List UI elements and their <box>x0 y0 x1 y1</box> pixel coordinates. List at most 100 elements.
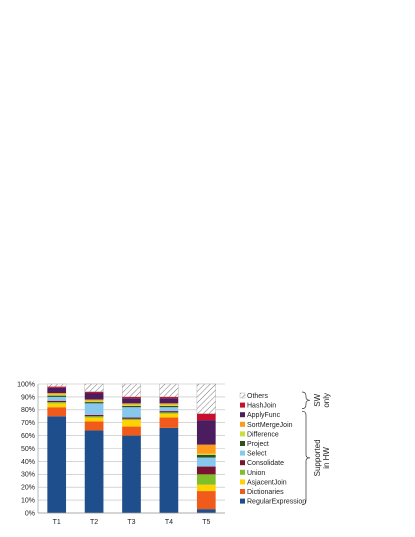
brace-label: SW <box>313 393 322 406</box>
bar-segment-sortmergejoin <box>122 403 141 405</box>
bar-segment-applyfunc <box>84 393 104 400</box>
legend-swatch <box>240 412 245 418</box>
brace-label: only <box>322 393 331 408</box>
y-tick-label: 30% <box>21 472 35 479</box>
bar-segment-union <box>122 418 141 421</box>
bar-segment-hashjoin <box>47 386 67 388</box>
y-tick-label: 50% <box>21 446 35 453</box>
bar-segment-sortmergejoin <box>84 399 104 401</box>
brace-label: Supported <box>313 439 322 476</box>
bar-segment-sortmergejoin <box>159 403 179 405</box>
y-tick-label: 60% <box>21 433 35 440</box>
bar-segment-regularexpression <box>122 435 141 513</box>
bar-segment-others <box>47 383 67 387</box>
bar-segment-regularexpression <box>159 427 179 513</box>
bar-segment-union <box>196 474 216 485</box>
bar-segment-hashjoin <box>122 396 141 399</box>
legend-entry-project: Project <box>247 441 269 448</box>
legend-swatch <box>240 479 245 485</box>
legend-entry-others: Others <box>247 393 269 400</box>
bar-segment-regularexpression <box>84 430 104 513</box>
legend-swatch <box>240 460 245 466</box>
legend-entry-consolidate: Consolidate <box>247 460 284 467</box>
legend-entry-hashjoin: HashJoin <box>247 403 276 410</box>
bar-segment-select <box>196 457 216 467</box>
legend-swatch <box>240 421 245 427</box>
bar-segment-others <box>159 383 179 398</box>
x-tick-label: T2 <box>90 519 98 526</box>
legend-swatch <box>239 392 246 399</box>
y-tick-label: 40% <box>21 459 35 466</box>
legend-swatch <box>240 450 245 456</box>
bar-segment-project <box>196 454 216 458</box>
bar-segment-project <box>122 405 141 408</box>
bar-segment-regularexpression <box>196 509 216 513</box>
legend-swatch <box>240 498 245 504</box>
legend-swatch <box>240 489 245 494</box>
bar-segment-difference <box>122 404 141 406</box>
bar-segment-hashjoin <box>159 396 179 399</box>
legend-entry-difference: Difference <box>247 431 279 438</box>
legend-entry-dictionaries: Dictionaries <box>247 489 284 496</box>
bar-segment-select <box>122 407 141 418</box>
legend-swatch <box>240 441 245 446</box>
bar-segment-sortmergejoin <box>47 393 67 395</box>
bar-segment-asjacentjoin <box>47 403 67 408</box>
legend-entry-regularexpression: RegularExpression <box>247 499 306 506</box>
legend-entry-select: Select <box>247 451 267 458</box>
bar-segment-difference <box>159 404 179 406</box>
bar-segment-others <box>122 383 142 398</box>
bar-segment-select <box>47 396 67 401</box>
bar-segment-dictionaries <box>47 407 67 417</box>
y-tick-label: 0% <box>25 510 35 517</box>
bar-segment-hashjoin <box>196 413 216 421</box>
bar-segment-difference <box>196 453 216 455</box>
bar-segment-project <box>84 402 104 404</box>
bar-segment-consolidate <box>196 466 216 475</box>
legend-entry-applyfunc: ApplyFunc <box>247 412 281 419</box>
legend-entry-union: Union <box>247 470 265 477</box>
y-tick-label: 10% <box>21 498 35 505</box>
legend-swatch <box>240 431 245 437</box>
x-tick-label: T1 <box>53 519 61 526</box>
bar-segment-dictionaries <box>159 417 179 428</box>
bar-segment-project <box>47 395 67 397</box>
x-tick-label: T4 <box>165 519 173 526</box>
bar-segment-applyfunc <box>122 398 141 404</box>
x-tick-label: T5 <box>202 519 210 526</box>
bar-segment-asjacentjoin <box>122 420 141 427</box>
bar-segment-asjacentjoin <box>159 413 179 418</box>
bar-segment-others <box>196 383 216 414</box>
y-tick-label: 70% <box>21 420 35 427</box>
bar-segment-hashjoin <box>84 391 104 394</box>
bar-segment-applyfunc <box>47 387 67 394</box>
bar-segment-dictionaries <box>84 421 104 431</box>
bar-segment-applyfunc <box>196 420 216 445</box>
bar-segment-union <box>159 412 179 414</box>
bar-segment-asjacentjoin <box>84 417 104 422</box>
bar-segment-dictionaries <box>122 426 141 436</box>
y-tick-label: 100% <box>17 381 35 388</box>
legend-swatch <box>240 402 245 408</box>
y-tick-label: 20% <box>21 485 35 492</box>
bar-segment-consolidate <box>122 417 141 419</box>
legend-swatch <box>240 469 245 475</box>
bars <box>47 383 216 513</box>
bar-segment-select <box>159 407 179 412</box>
bar-segment-union <box>47 402 67 404</box>
y-tick-label: 80% <box>21 407 35 414</box>
bar-segment-applyfunc <box>159 398 179 404</box>
brace-label: in HW <box>322 447 331 469</box>
x-tick-label: T3 <box>127 519 135 526</box>
bar-segment-consolidate <box>84 414 104 417</box>
bar-segment-union <box>84 416 104 418</box>
legend-entry-asjacentjoin: AsjacentJoin <box>247 479 287 486</box>
bar-segment-sortmergejoin <box>196 444 216 454</box>
bar-segment-regularexpression <box>47 416 67 513</box>
bar-segment-asjacentjoin <box>196 484 216 492</box>
brace <box>301 391 311 409</box>
bar-segment-consolidate <box>159 411 179 413</box>
bar-segment-select <box>84 403 104 415</box>
bar-segment-difference <box>47 394 67 396</box>
